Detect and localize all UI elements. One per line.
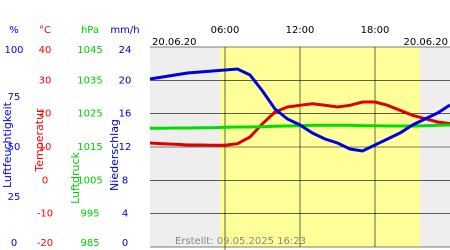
y-tick-label: 25 (8, 192, 21, 203)
y-tick-label: 20 (39, 109, 52, 120)
y-tick-label: 995 (80, 209, 99, 220)
y-tick-label: 16 (119, 109, 132, 120)
y-tick-label: 12 (119, 142, 132, 153)
y-tick-label: 1035 (77, 75, 102, 86)
y-tick-label: 20 (119, 75, 132, 86)
footer: Erstellt: 09.05.2025 16:23 (175, 236, 306, 247)
x-tick-label: 06:00 (211, 25, 240, 36)
axis-title: Luftfeuchtigkeit (1, 101, 14, 188)
y-tick-label: 1015 (77, 142, 102, 153)
axis-title: Luftdruck (69, 151, 82, 203)
data-line (149, 100, 450, 147)
axis-unit: mm/h (110, 25, 139, 36)
x-tick-label: 12:00 (286, 25, 315, 36)
axis-unit: % (9, 25, 19, 36)
axis-title: Temperatur (33, 108, 46, 173)
y-tick-label: 100 (4, 45, 23, 56)
y-tick-label: 1025 (77, 109, 102, 120)
axis-unit: °C (39, 25, 51, 36)
y-tick-label: 4 (122, 209, 128, 220)
y-tick-label: 985 (80, 238, 99, 249)
date-label: 20.06.20 (403, 37, 448, 48)
y-tick-label: 0 (11, 238, 17, 249)
y-tick-label: 1005 (77, 175, 102, 186)
axis-unit: hPa (81, 25, 99, 36)
y-tick-label: 75 (8, 92, 21, 103)
y-tick-label: 50 (8, 142, 21, 153)
y-tick-label: 8 (122, 175, 128, 186)
y-tick-label: -20 (37, 238, 53, 249)
data-line (149, 67, 450, 153)
y-tick-label: 40 (39, 45, 52, 56)
y-tick-label: 1045 (77, 45, 102, 56)
axis-title: Niederschlag (108, 119, 121, 191)
x-tick-label: 18:00 (361, 25, 390, 36)
date-label: 20.06.20 (152, 37, 197, 48)
y-tick-label: 30 (39, 75, 52, 86)
y-tick-label: 10 (39, 142, 52, 153)
y-tick-label: 0 (42, 175, 48, 186)
y-tick-label: 24 (119, 45, 132, 56)
y-tick-label: 0 (122, 238, 128, 249)
y-tick-label: -10 (37, 209, 53, 220)
